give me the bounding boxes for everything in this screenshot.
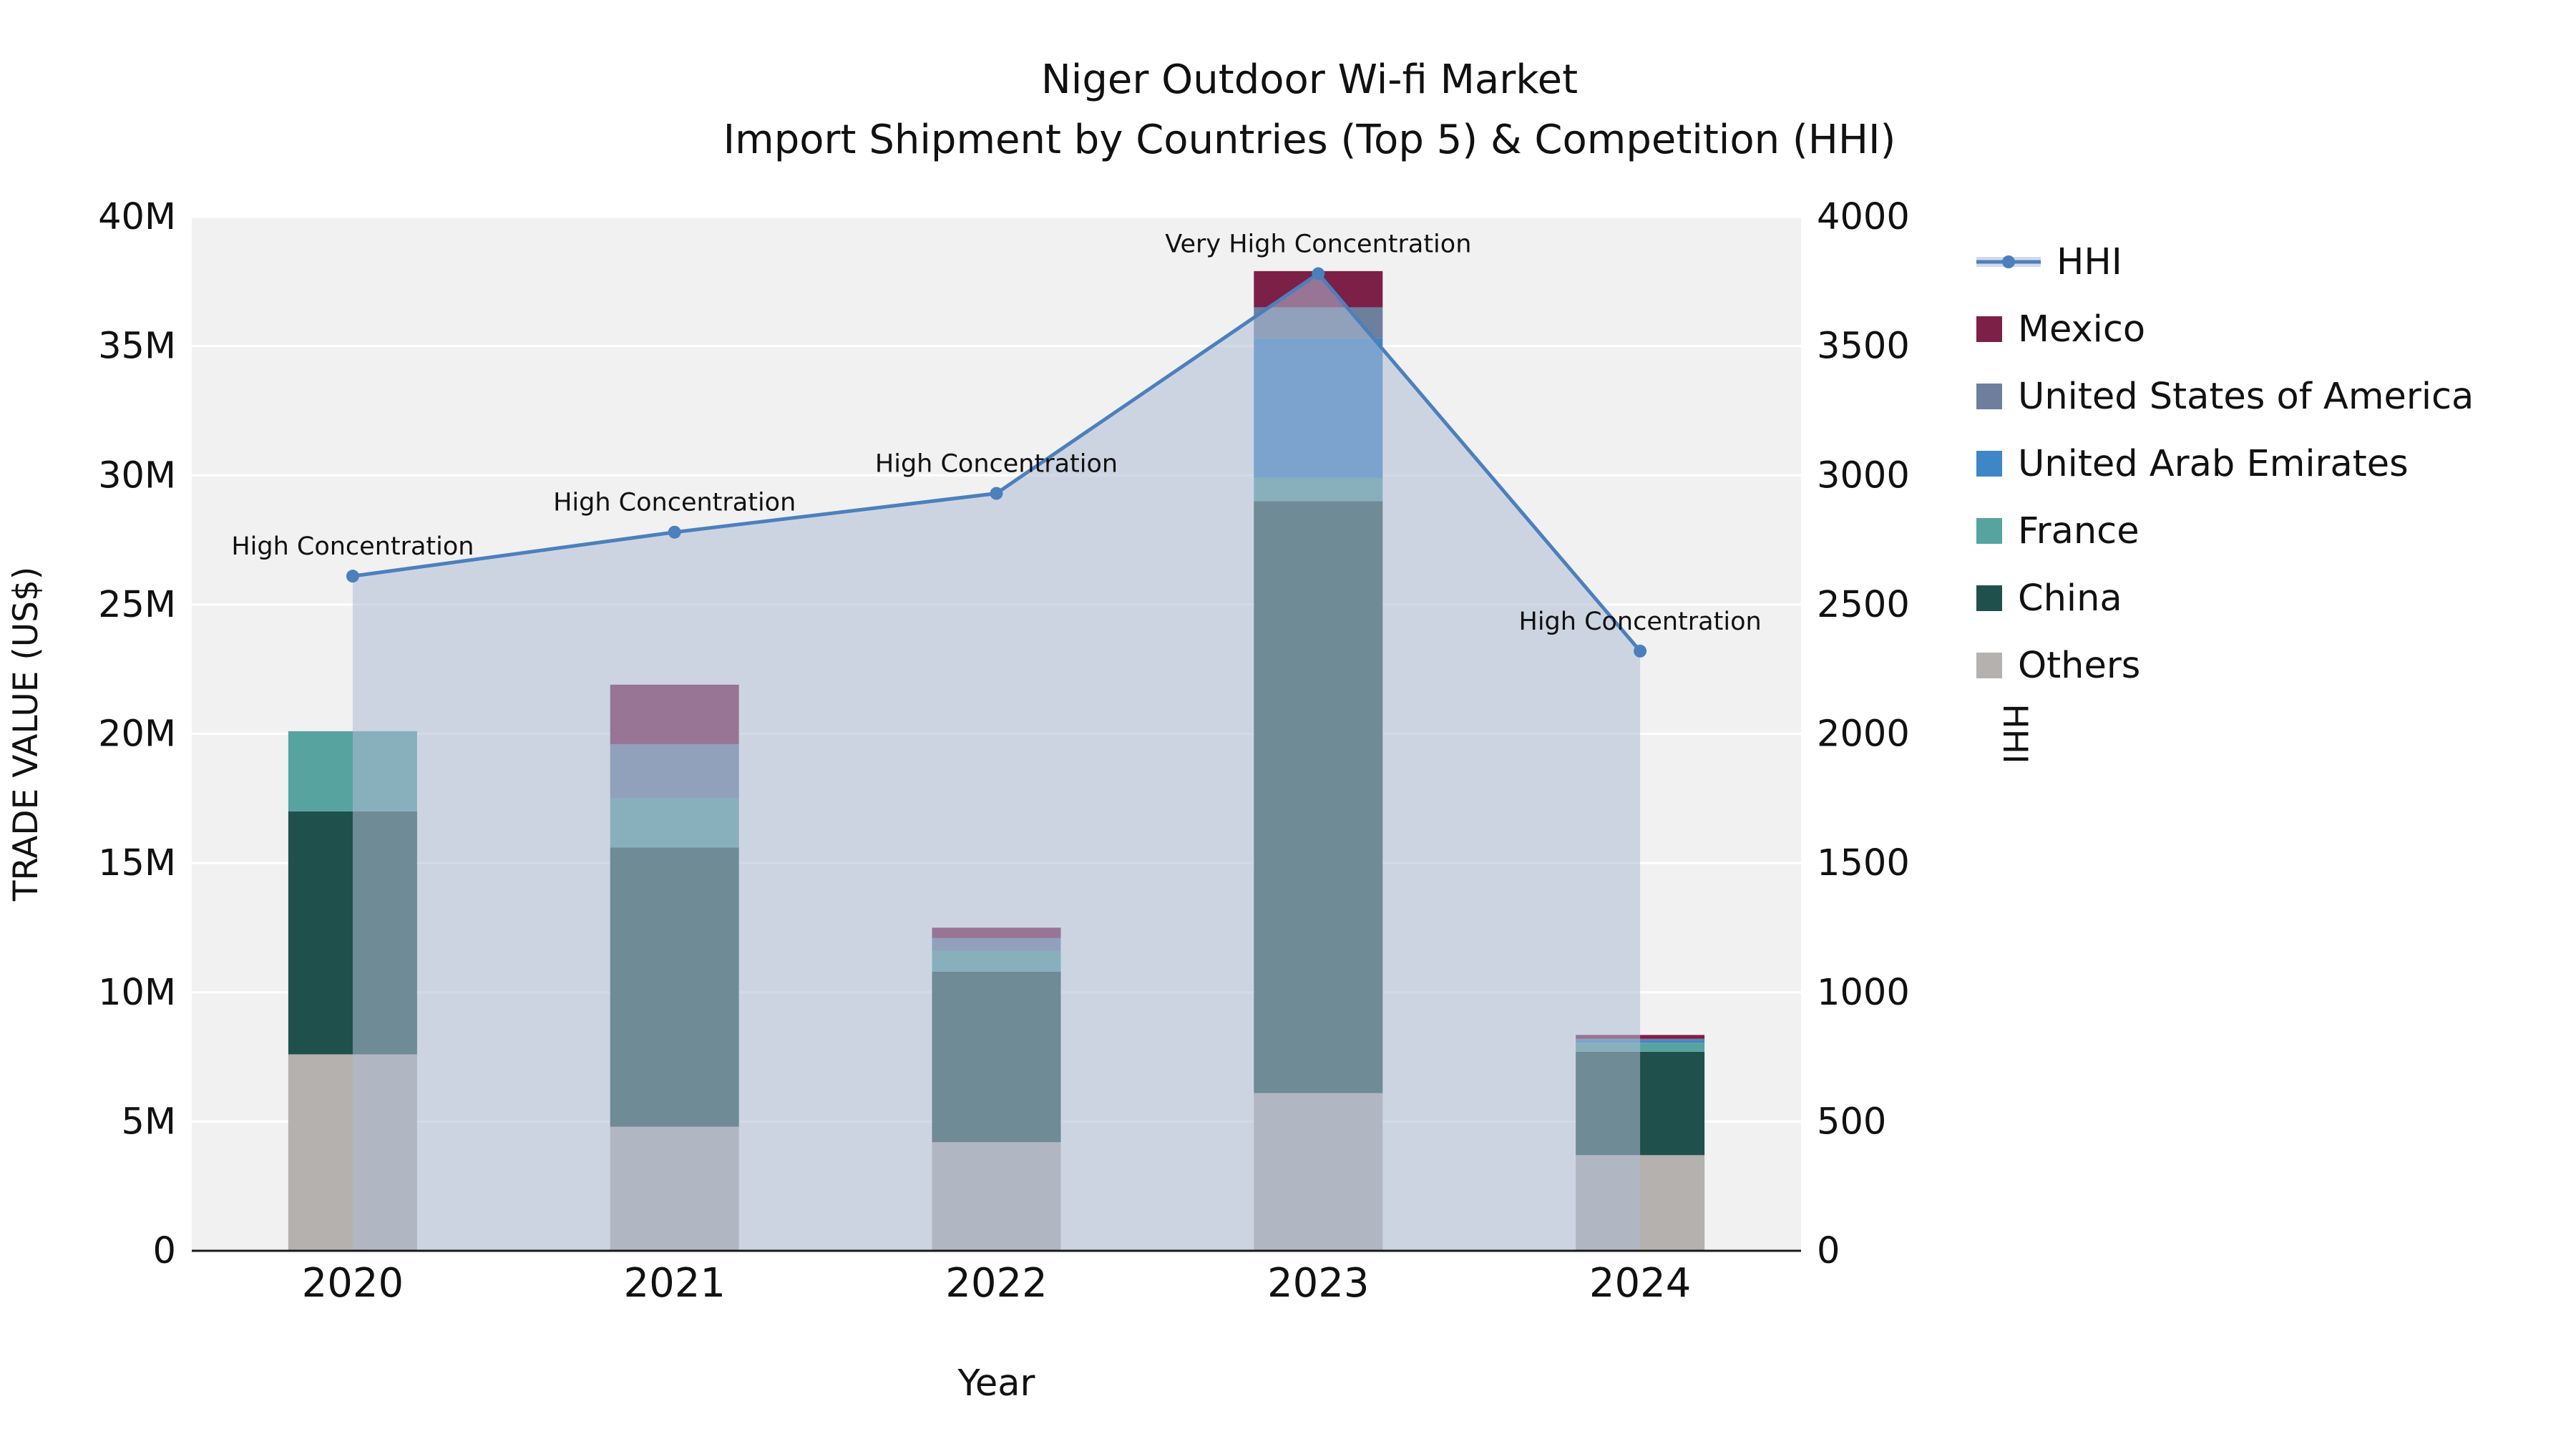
chart-subtitle: Import Shipment by Countries (Top 5) & C… <box>723 117 1896 163</box>
legend-item-united-states-of-america: United States of America <box>1976 375 2474 418</box>
legend-item-france: France <box>1976 509 2474 552</box>
x-axis-tick-label: 2020 <box>302 1260 404 1307</box>
x-axis-tick-label: 2023 <box>1267 1260 1370 1307</box>
y-axis-tick-label: 4000 <box>1817 196 1910 238</box>
y-axis-tick-label: 15M <box>98 842 176 884</box>
y-axis-tick-label: 20M <box>98 713 176 756</box>
y-axis-tick-label: 10M <box>98 972 176 1014</box>
hhi-marker <box>668 525 681 539</box>
x-axis-tick-label: 2022 <box>945 1260 1048 1307</box>
chart-title-block: Niger Outdoor Wi-fi Market Import Shipme… <box>43 50 2576 170</box>
hhi-markers <box>346 267 1647 658</box>
hhi-line-glyph <box>1976 255 2041 268</box>
y-axis-tick-label: 0 <box>153 1230 176 1272</box>
hhi-marker <box>1634 644 1647 658</box>
hhi-annotations: High Concentration High Concentration High… <box>231 230 1761 635</box>
x-axis-tick-label: 2021 <box>623 1260 726 1307</box>
y-axis-tick-label: 500 <box>1817 1101 1886 1143</box>
x-axis-ticks: 2020 2021 2022 2023 2024 <box>302 1260 1692 1307</box>
legend-swatch-united-arab-emirates <box>1976 451 2002 477</box>
y-axis-right-ticks: 0 500 1000 1500 2000 2500 3000 3500 4000 <box>1817 196 1910 1272</box>
hhi-area <box>352 273 1641 1252</box>
legend-swatch-united-states-of-america <box>1976 384 2002 409</box>
hhi-annotation: Very High Concentration <box>1165 230 1471 258</box>
hhi-marker <box>1312 267 1325 280</box>
y-axis-title-right: HHI <box>1995 703 2034 764</box>
legend-item-hhi: HHI <box>1976 240 2474 283</box>
hhi-marker <box>346 570 359 583</box>
y-axis-title-left: TRADE VALUE (US$) <box>6 567 46 902</box>
legend: HHI Mexico United States of America United … <box>1976 240 2474 711</box>
y-axis-tick-label: 1000 <box>1817 972 1910 1014</box>
y-axis-tick-label: 3500 <box>1817 326 1910 368</box>
x-axis-title: Year <box>957 1362 1035 1405</box>
legend-label: France <box>2018 509 2140 552</box>
legend-swatch-china <box>1976 585 2002 611</box>
y-axis-tick-label: 1500 <box>1817 842 1910 884</box>
legend-item-united-arab-emirates: United Arab Emirates <box>1976 442 2474 485</box>
legend-label: United Arab Emirates <box>2018 442 2409 485</box>
legend-label: China <box>2018 577 2122 620</box>
legend-item-others: Others <box>1976 644 2474 687</box>
y-axis-tick-label: 0 <box>1817 1230 1840 1272</box>
y-axis-tick-label: 30M <box>98 454 176 497</box>
y-axis-tick-label: 40M <box>98 196 176 238</box>
legend-swatch-others <box>1976 653 2002 678</box>
y-axis-tick-label: 5M <box>122 1101 176 1143</box>
y-axis-tick-label: 2500 <box>1817 584 1910 626</box>
y-axis-tick-label: 25M <box>98 584 176 626</box>
hhi-annotation: High Concentration <box>875 450 1118 479</box>
y-axis-tick-label: 3000 <box>1817 454 1910 497</box>
legend-item-mexico: Mexico <box>1976 308 2474 351</box>
hhi-annotation: High Concentration <box>1519 608 1762 636</box>
y-axis-left-ticks: 0 5M 10M 15M 20M 25M 30M 35M 40M <box>98 196 176 1272</box>
legend-swatch-mexico <box>1976 316 2002 342</box>
hhi-annotation: High Concentration <box>553 489 796 517</box>
legend-label: Mexico <box>2018 308 2146 351</box>
legend-swatch-france <box>1976 518 2002 544</box>
legend-label: HHI <box>2057 240 2122 283</box>
y-axis-tick-label: 35M <box>98 326 176 368</box>
legend-label: United States of America <box>2018 375 2474 418</box>
hhi-marker <box>990 487 1003 500</box>
x-axis-tick-label: 2024 <box>1589 1260 1692 1307</box>
chart-title: Niger Outdoor Wi-fi Market <box>1040 57 1579 103</box>
legend-label: Others <box>2018 644 2141 687</box>
y-axis-tick-label: 2000 <box>1817 713 1910 756</box>
legend-item-china: China <box>1976 577 2474 620</box>
hhi-annotation: High Concentration <box>231 532 474 561</box>
